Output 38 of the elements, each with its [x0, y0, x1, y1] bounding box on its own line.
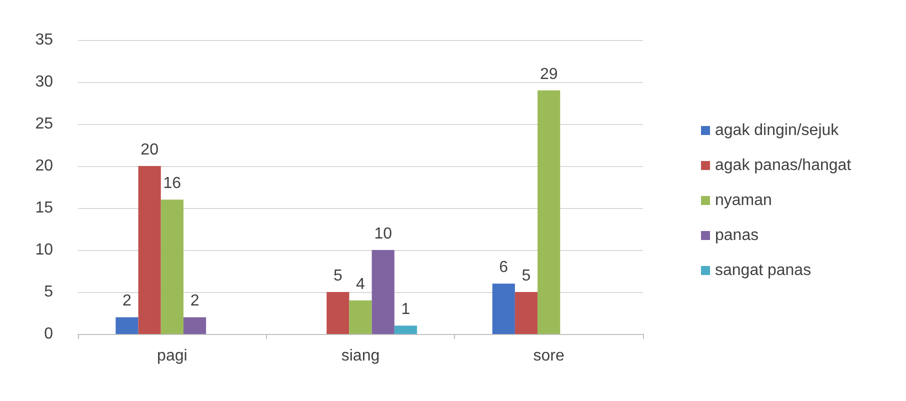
y-tick-label: 5	[44, 284, 54, 300]
data-label: 6	[499, 259, 508, 276]
data-label: 2	[122, 292, 132, 310]
data-label: 5	[522, 268, 531, 284]
bar	[138, 166, 161, 334]
bar	[116, 317, 138, 334]
y-tick-label: 0	[44, 326, 54, 342]
data-label: 5	[333, 268, 342, 284]
data-label: 29	[540, 66, 558, 83]
data-label: 2	[190, 292, 200, 310]
bar	[160, 200, 184, 334]
data-label: 1	[401, 301, 410, 318]
legend-label: nyaman	[715, 192, 772, 209]
data-label: 20	[140, 142, 159, 158]
y-tick-label: 15	[35, 200, 54, 216]
y-tick-label: 25	[35, 116, 54, 132]
legend-label: agak panas/hangat	[715, 157, 852, 174]
data-label: 10	[374, 226, 392, 242]
y-tick-label: 35	[35, 32, 54, 48]
data-label: 4	[356, 276, 366, 293]
y-tick-label: 10	[35, 242, 54, 258]
x-tick-label: sore	[533, 348, 564, 364]
bar	[492, 284, 515, 334]
x-tick-label: siang	[341, 348, 380, 364]
legend-label: sangat panas	[715, 262, 812, 279]
y-tick-label: 30	[35, 74, 54, 90]
legend-label: agak dingin/sejuk	[715, 122, 840, 139]
bar	[514, 292, 538, 334]
legend-label: panas	[715, 227, 759, 244]
x-tick-label: pagi	[157, 348, 188, 364]
bar	[183, 317, 206, 334]
bar	[326, 292, 350, 334]
bar	[372, 250, 394, 334]
bar	[349, 300, 372, 334]
y-tick-label: 20	[35, 158, 54, 174]
data-label: 16	[163, 175, 182, 192]
bar	[538, 90, 560, 334]
bar	[394, 326, 417, 334]
